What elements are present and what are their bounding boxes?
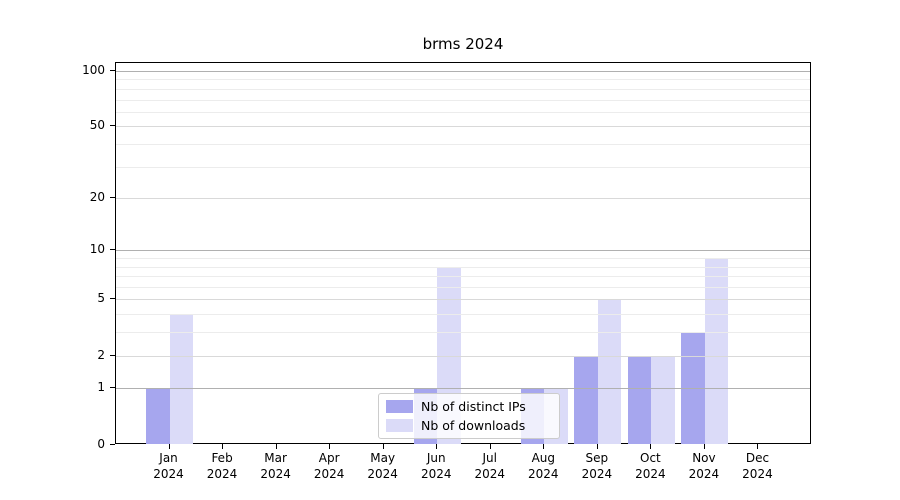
- x-tick-mark-jan: [168, 444, 170, 449]
- x-tick-mark-aug: [543, 444, 545, 449]
- gridline-minor-70: [116, 99, 810, 101]
- gridline-minor-90: [116, 79, 810, 81]
- y-tick-label-20: 20: [89, 190, 105, 205]
- y-tick-mark-10: [110, 249, 115, 251]
- y-tick-label-1: 1: [97, 380, 105, 395]
- gridline-minor-8: [116, 266, 810, 268]
- x-tick-mark-sep: [596, 444, 598, 449]
- y-tick-mark-50: [110, 125, 115, 127]
- legend-swatch-downloads: [386, 419, 413, 432]
- legend-item-downloads: Nb of downloads: [386, 418, 551, 433]
- y-tick-mark-100: [110, 69, 115, 71]
- gridline-minor-9: [116, 258, 810, 260]
- bar-downloads-sep: [597, 299, 622, 445]
- x-tick-mark-jul: [489, 444, 491, 449]
- y-tick-label-50: 50: [89, 118, 105, 133]
- y-tick-label-100: 100: [82, 62, 105, 77]
- y-tick-label-0: 0: [97, 436, 105, 451]
- x-tick-mark-feb: [222, 444, 224, 449]
- gridline-1: [116, 388, 810, 390]
- x-tick-label-feb: Feb 2024: [206, 451, 238, 481]
- bar-downloads-nov: [704, 258, 729, 445]
- x-tick-mark-jun: [436, 444, 438, 449]
- bar-distinct-ips-oct: [627, 355, 652, 445]
- gridline-minor-60: [116, 111, 810, 113]
- bar-distinct-ips-jan: [146, 388, 170, 445]
- gridline-minor-7: [116, 276, 810, 278]
- y-tick-mark-1: [110, 387, 115, 389]
- gridline-20: [116, 198, 810, 200]
- x-tick-label-sep: Sep 2024: [581, 451, 613, 481]
- legend-label-distinct-ips: Nb of distinct IPs: [421, 399, 526, 414]
- gridline-minor-40: [116, 143, 810, 145]
- y-tick-mark-5: [110, 298, 115, 300]
- x-tick-label-jul: Jul 2024: [474, 451, 506, 481]
- y-tick-label-10: 10: [89, 242, 105, 257]
- gridline-minor-80: [116, 88, 810, 90]
- legend-label-downloads: Nb of downloads: [421, 418, 526, 433]
- gridline-10: [116, 250, 810, 252]
- gridline-minor-6: [116, 287, 810, 289]
- y-tick-mark-2: [110, 354, 115, 356]
- legend-swatch-distinct-ips: [386, 400, 413, 413]
- gridline-minor-3: [116, 332, 810, 334]
- x-tick-label-may: May 2024: [367, 451, 398, 481]
- gridline-5: [116, 299, 810, 301]
- bar-downloads-oct: [651, 355, 675, 445]
- legend: Nb of distinct IPs Nb of downloads: [378, 393, 560, 439]
- y-tick-label-5: 5: [97, 291, 105, 306]
- x-tick-label-dec: Dec 2024: [742, 451, 773, 481]
- bar-distinct-ips-sep: [574, 355, 598, 445]
- x-tick-label-jun: Jun 2024: [420, 451, 452, 481]
- gridline-minor-4: [116, 314, 810, 316]
- legend-item-distinct-ips: Nb of distinct IPs: [386, 399, 551, 414]
- x-tick-mark-oct: [650, 444, 652, 449]
- y-tick-mark-20: [110, 197, 115, 199]
- gridline-100: [116, 70, 810, 72]
- x-tick-mark-mar: [275, 444, 277, 449]
- y-tick-label-2: 2: [97, 347, 105, 362]
- x-tick-label-apr: Apr 2024: [313, 451, 345, 481]
- x-tick-label-nov: Nov 2024: [688, 451, 720, 481]
- bar-downloads-jan: [169, 314, 194, 445]
- x-tick-mark-apr: [329, 444, 331, 449]
- x-tick-mark-may: [382, 444, 384, 449]
- gridline-minor-30: [116, 166, 810, 168]
- x-tick-label-aug: Aug 2024: [528, 451, 559, 481]
- x-tick-label-jan: Jan 2024: [153, 451, 184, 481]
- x-tick-mark-dec: [757, 444, 759, 449]
- chart-title: brms 2024: [422, 35, 504, 53]
- gridline-50: [116, 126, 810, 128]
- x-tick-mark-nov: [703, 444, 705, 449]
- x-tick-label-mar: Mar 2024: [260, 451, 291, 481]
- gridline-2: [116, 355, 810, 357]
- x-tick-label-oct: Oct 2024: [635, 451, 666, 481]
- y-tick-mark-0: [110, 443, 115, 445]
- plot-area: Nb of distinct IPs Nb of downloads: [115, 62, 811, 445]
